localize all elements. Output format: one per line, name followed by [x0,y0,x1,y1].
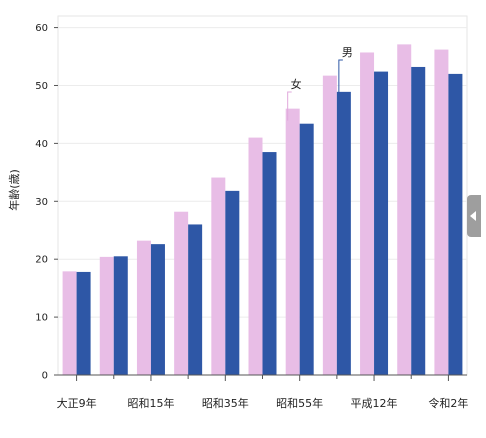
y-tick-label: 20 [35,255,48,266]
bar-male [113,256,128,375]
chevron-left-icon [470,211,476,221]
y-tick-label: 30 [35,197,48,208]
bar-male [374,71,389,375]
bar-female [211,177,226,375]
annotation-leader-line [287,91,292,121]
x-tick-label: 大正9年 [57,396,97,410]
bar-male [411,66,426,376]
x-tick-label: 昭和35年 [202,396,249,410]
x-tick-label: 昭和15年 [127,396,174,410]
bar-male [76,271,91,375]
y-axis-title: 年齢(歳) [7,169,21,211]
y-tick-label: 10 [35,313,48,324]
bar-female [397,44,412,375]
bar-female [322,75,337,375]
bar-female [99,256,114,375]
bar-male [448,73,463,375]
bar-female [136,240,151,375]
side-panel-toggle[interactable] [467,195,481,237]
bar-female [62,271,77,375]
bar-female [248,137,263,375]
bar-male [150,244,165,375]
y-tick-label: 0 [42,371,48,382]
bars [62,44,463,376]
bar-male [225,190,240,375]
x-tick-label: 平成12年 [351,396,398,410]
annotation-label: 男 [342,46,353,59]
bar-male [299,123,314,375]
axes: 0 10 20 30 40 50 60 大正9年 昭和15年 昭和35年 昭和55年 平成12年 令和2… [35,23,468,410]
y-tick-label: 60 [35,23,48,34]
bar-female [360,52,375,375]
y-tick-label: 40 [35,139,48,150]
bar-female [174,211,189,375]
y-tick-label: 50 [35,81,48,92]
bar-male [188,224,203,375]
x-tick-label: 昭和55年 [276,396,323,410]
x-tick-label: 令和2年 [428,396,468,410]
bar-male [336,91,351,376]
annotation-leader-line [338,59,343,104]
annotation-label: 女 [291,77,302,91]
bar-female [434,49,449,376]
bar-male [262,152,277,375]
annotations: 女男 [287,46,353,121]
bar-female [285,108,300,375]
